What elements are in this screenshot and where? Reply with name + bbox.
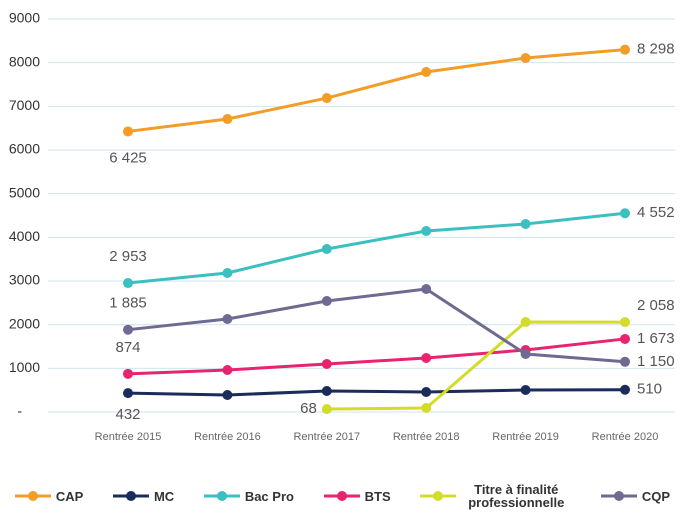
point — [620, 317, 630, 328]
point — [123, 368, 133, 379]
point — [520, 349, 531, 360]
point — [321, 385, 332, 396]
legend-swatch — [112, 491, 149, 501]
legend-label: BTS — [364, 488, 391, 504]
point — [421, 387, 432, 398]
data-label: 432 — [115, 406, 140, 423]
legend-dot — [125, 491, 136, 501]
point — [421, 67, 432, 78]
point — [620, 44, 630, 55]
data-label: 1 885 — [109, 295, 147, 312]
legend-swatch — [323, 491, 360, 501]
series-line — [127, 287, 626, 364]
y-tick-label: 5000 — [9, 184, 40, 200]
x-tick-label: Rentrée 2018 — [393, 431, 460, 443]
legend-item: Bac Pro — [203, 488, 294, 504]
x-tick-label: Rentrée 2020 — [592, 431, 659, 443]
legend-dot — [27, 491, 38, 501]
legend-swatch — [14, 491, 51, 501]
series-line — [127, 388, 626, 397]
legend-label: Bac Pro — [244, 488, 294, 504]
legend-swatch — [203, 491, 240, 501]
legend-dot — [613, 491, 624, 501]
legend-label: MC — [153, 488, 175, 504]
y-tick-label: 6000 — [9, 141, 40, 157]
point — [321, 295, 332, 306]
legend-item: CQP — [600, 488, 671, 504]
series-line — [127, 48, 626, 133]
legend-item: CAP — [14, 488, 84, 504]
y-tick-label: 2000 — [9, 315, 40, 331]
y-tick-label: 1000 — [9, 359, 40, 375]
point — [520, 53, 531, 64]
legend-dot — [336, 491, 347, 501]
legend-swatch — [600, 491, 637, 501]
y-tick-label: 7000 — [9, 97, 40, 113]
point — [321, 93, 332, 104]
legend-label: CQP — [641, 488, 671, 504]
point — [620, 356, 630, 367]
y-tick-label: 8000 — [9, 53, 40, 69]
data-label: 8 298 — [637, 41, 675, 58]
point — [421, 226, 432, 237]
x-tick-label: Rentrée 2015 — [95, 431, 162, 443]
point — [321, 243, 332, 254]
data-label: 4 552 — [637, 204, 675, 221]
point — [421, 283, 432, 294]
legend-label: Titre à finalité professionnelle — [468, 482, 565, 510]
legend-dot — [216, 491, 227, 501]
point — [421, 352, 432, 363]
data-label: 1 673 — [637, 330, 675, 347]
legend-item: BTS — [323, 488, 391, 504]
point — [620, 333, 630, 344]
point — [123, 126, 133, 137]
x-tick-label: Rentrée 2017 — [293, 431, 360, 443]
chart: - 1000 2000 3000 4000 5000 6000 7000 8000 9000 Ren… — [9, 10, 675, 443]
y-tick-label: 3000 — [9, 272, 40, 288]
x-tick-label: Rentrée 2016 — [194, 431, 261, 443]
point — [222, 113, 233, 124]
y-tick-label: 9000 — [9, 10, 40, 26]
point — [123, 278, 133, 289]
y-tick-label: - — [17, 403, 22, 419]
point — [520, 384, 531, 395]
x-tick-label: Rentrée 2019 — [492, 431, 559, 443]
legend-swatch — [420, 491, 457, 501]
y-tick-label: 4000 — [9, 228, 40, 244]
point — [321, 404, 332, 415]
series-line — [127, 337, 626, 376]
data-label: 874 — [115, 339, 140, 356]
point — [620, 384, 630, 395]
legend-label: CAP — [55, 488, 84, 504]
legend-item: MC — [112, 488, 175, 504]
series-line — [326, 320, 626, 411]
data-label: 68 — [300, 400, 317, 417]
legend-item: Titre à finalité professionnelle — [420, 483, 571, 509]
series-line — [127, 211, 626, 285]
point — [520, 219, 531, 230]
data-label: 1 150 — [637, 353, 675, 370]
point — [620, 208, 630, 219]
point — [222, 364, 233, 375]
data-label: 6 425 — [109, 149, 147, 166]
data-label: 2 058 — [637, 297, 675, 314]
point — [421, 402, 432, 413]
data-label: 510 — [637, 381, 662, 398]
point — [520, 317, 531, 328]
point — [321, 359, 332, 370]
point — [222, 390, 233, 401]
legend: CAP MC Bac Pro BTS Titre à finalité professi… — [0, 478, 685, 514]
data-label: 2 953 — [109, 248, 147, 265]
point — [123, 324, 133, 335]
point — [222, 268, 233, 279]
legend-dot — [433, 491, 444, 501]
point — [123, 388, 133, 399]
point — [222, 313, 233, 324]
